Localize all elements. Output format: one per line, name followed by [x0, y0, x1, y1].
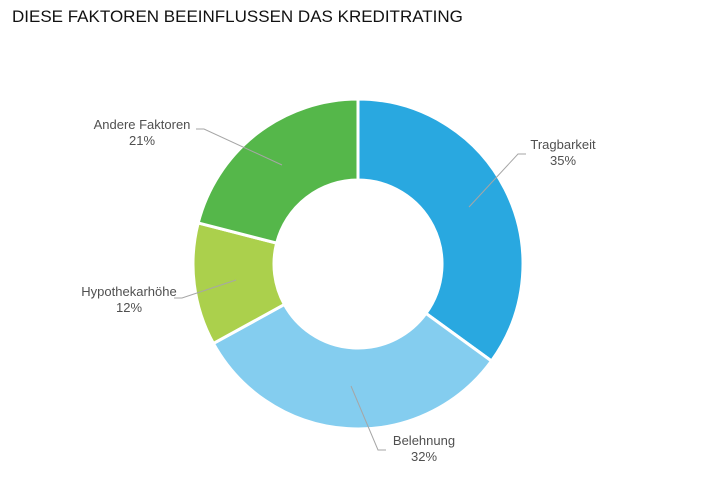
slice-label: Andere Faktoren — [94, 117, 191, 132]
slice-value-label: 35% — [550, 153, 576, 168]
leader-lines-layer — [174, 128, 526, 451]
leader-line — [350, 385, 386, 451]
chart-title: DIESE FAKTOREN BEEINFLUSSEN DAS KREDITRA… — [12, 7, 463, 26]
slice-label: Belehnung — [393, 433, 455, 448]
slice-belehnung — [211, 302, 494, 431]
leader-line — [196, 128, 283, 166]
leader-line — [174, 279, 237, 299]
slice-label: Tragbarkeit — [530, 137, 596, 152]
slice-label: Hypothekarhöhe — [81, 284, 176, 299]
slices-layer — [191, 97, 525, 431]
slice-andere-faktoren — [196, 97, 360, 245]
slice-tragbarkeit — [356, 97, 525, 364]
slice-value-label: 12% — [116, 300, 142, 315]
slice-value-label: 32% — [411, 449, 437, 464]
slice-value-label: 21% — [129, 133, 155, 148]
leader-line — [468, 153, 526, 208]
